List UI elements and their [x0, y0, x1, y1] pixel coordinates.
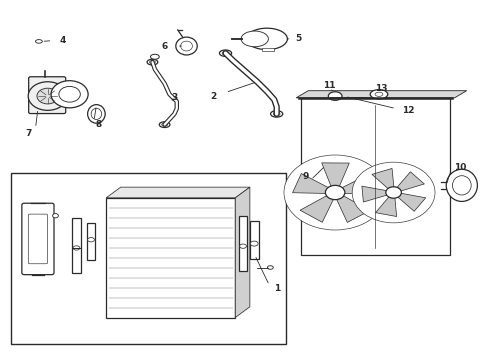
Ellipse shape	[446, 169, 477, 202]
Circle shape	[386, 187, 401, 198]
Ellipse shape	[88, 105, 105, 123]
Circle shape	[284, 155, 386, 230]
Ellipse shape	[370, 90, 388, 99]
Polygon shape	[341, 174, 378, 194]
Circle shape	[352, 162, 435, 223]
Ellipse shape	[250, 241, 258, 246]
Bar	[262, 48, 274, 51]
Text: 12: 12	[402, 106, 415, 115]
Ellipse shape	[91, 108, 101, 120]
Circle shape	[37, 88, 58, 104]
Text: 5: 5	[295, 35, 302, 44]
Ellipse shape	[220, 50, 232, 57]
Bar	[11, 173, 287, 344]
Ellipse shape	[240, 244, 246, 248]
Ellipse shape	[268, 266, 273, 269]
Bar	[239, 216, 247, 271]
Text: 11: 11	[322, 81, 335, 90]
Ellipse shape	[149, 60, 155, 64]
Ellipse shape	[150, 54, 159, 59]
Text: 4: 4	[59, 36, 66, 45]
Polygon shape	[396, 172, 424, 191]
Text: 8: 8	[96, 120, 102, 129]
Polygon shape	[362, 186, 388, 202]
Ellipse shape	[375, 92, 383, 96]
Bar	[72, 217, 81, 273]
Bar	[87, 223, 96, 260]
Polygon shape	[375, 196, 396, 216]
Text: 2: 2	[210, 91, 217, 100]
Text: 13: 13	[375, 84, 388, 93]
Ellipse shape	[176, 37, 197, 55]
Text: 6: 6	[162, 41, 168, 50]
Text: 7: 7	[25, 129, 31, 138]
Text: 3: 3	[171, 93, 177, 102]
Text: 10: 10	[454, 163, 466, 172]
Ellipse shape	[147, 59, 158, 65]
Ellipse shape	[159, 122, 170, 127]
Ellipse shape	[222, 51, 229, 55]
FancyBboxPatch shape	[22, 203, 54, 275]
Ellipse shape	[181, 41, 193, 51]
Ellipse shape	[328, 92, 342, 100]
Ellipse shape	[246, 28, 288, 50]
Polygon shape	[372, 168, 394, 189]
Text: 9: 9	[303, 172, 309, 181]
FancyBboxPatch shape	[29, 77, 66, 113]
Bar	[301, 98, 450, 255]
Polygon shape	[106, 187, 250, 198]
Ellipse shape	[88, 238, 95, 242]
Circle shape	[28, 82, 67, 111]
Polygon shape	[300, 195, 334, 222]
Text: 1: 1	[273, 284, 280, 293]
Ellipse shape	[273, 112, 280, 116]
Polygon shape	[322, 163, 349, 187]
Polygon shape	[296, 91, 466, 98]
Polygon shape	[106, 198, 235, 318]
Ellipse shape	[35, 40, 42, 43]
Ellipse shape	[162, 123, 168, 126]
Ellipse shape	[270, 111, 283, 117]
Polygon shape	[397, 193, 426, 211]
Polygon shape	[293, 174, 329, 193]
Ellipse shape	[452, 176, 471, 195]
Circle shape	[325, 185, 345, 200]
Bar	[250, 221, 259, 258]
Polygon shape	[336, 195, 370, 222]
Ellipse shape	[241, 31, 269, 47]
Circle shape	[59, 86, 80, 102]
Circle shape	[51, 81, 88, 108]
Ellipse shape	[52, 213, 58, 218]
FancyBboxPatch shape	[28, 214, 48, 264]
Ellipse shape	[73, 246, 80, 250]
Polygon shape	[235, 187, 250, 318]
